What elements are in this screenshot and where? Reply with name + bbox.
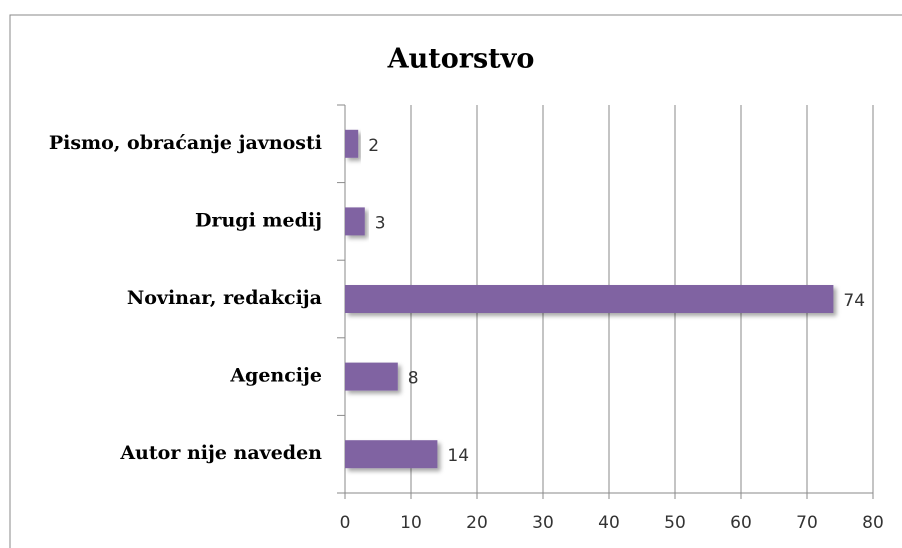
bar	[345, 440, 438, 469]
category-label: Agencije	[229, 365, 322, 387]
value-label: 2	[368, 136, 379, 156]
category-label: Drugi medij	[195, 209, 322, 231]
category-label: Pismo, obraćanje javnosti	[49, 132, 322, 154]
bar	[345, 207, 365, 236]
chart-frame	[9, 14, 902, 548]
x-tick-label: 50	[664, 513, 686, 533]
value-label: 8	[408, 369, 419, 389]
x-tick-label: 60	[730, 513, 752, 533]
category-label: Novinar, redakcija	[127, 287, 322, 309]
bar	[345, 362, 398, 391]
bar	[345, 285, 834, 313]
bar	[345, 129, 359, 158]
x-tick-label: 80	[862, 513, 884, 533]
x-tick-label: 40	[598, 513, 620, 533]
x-tick-label: 10	[400, 513, 422, 533]
value-label: 74	[843, 291, 865, 311]
chart-title: Autorstvo	[387, 44, 535, 75]
value-label: 3	[375, 213, 386, 233]
category-label: Autor nije naveden	[119, 442, 322, 464]
value-label: 14	[447, 446, 469, 466]
x-tick-label: 0	[340, 513, 351, 533]
x-tick-label: 70	[796, 513, 818, 533]
x-tick-label: 30	[532, 513, 554, 533]
x-tick-label: 20	[466, 513, 488, 533]
